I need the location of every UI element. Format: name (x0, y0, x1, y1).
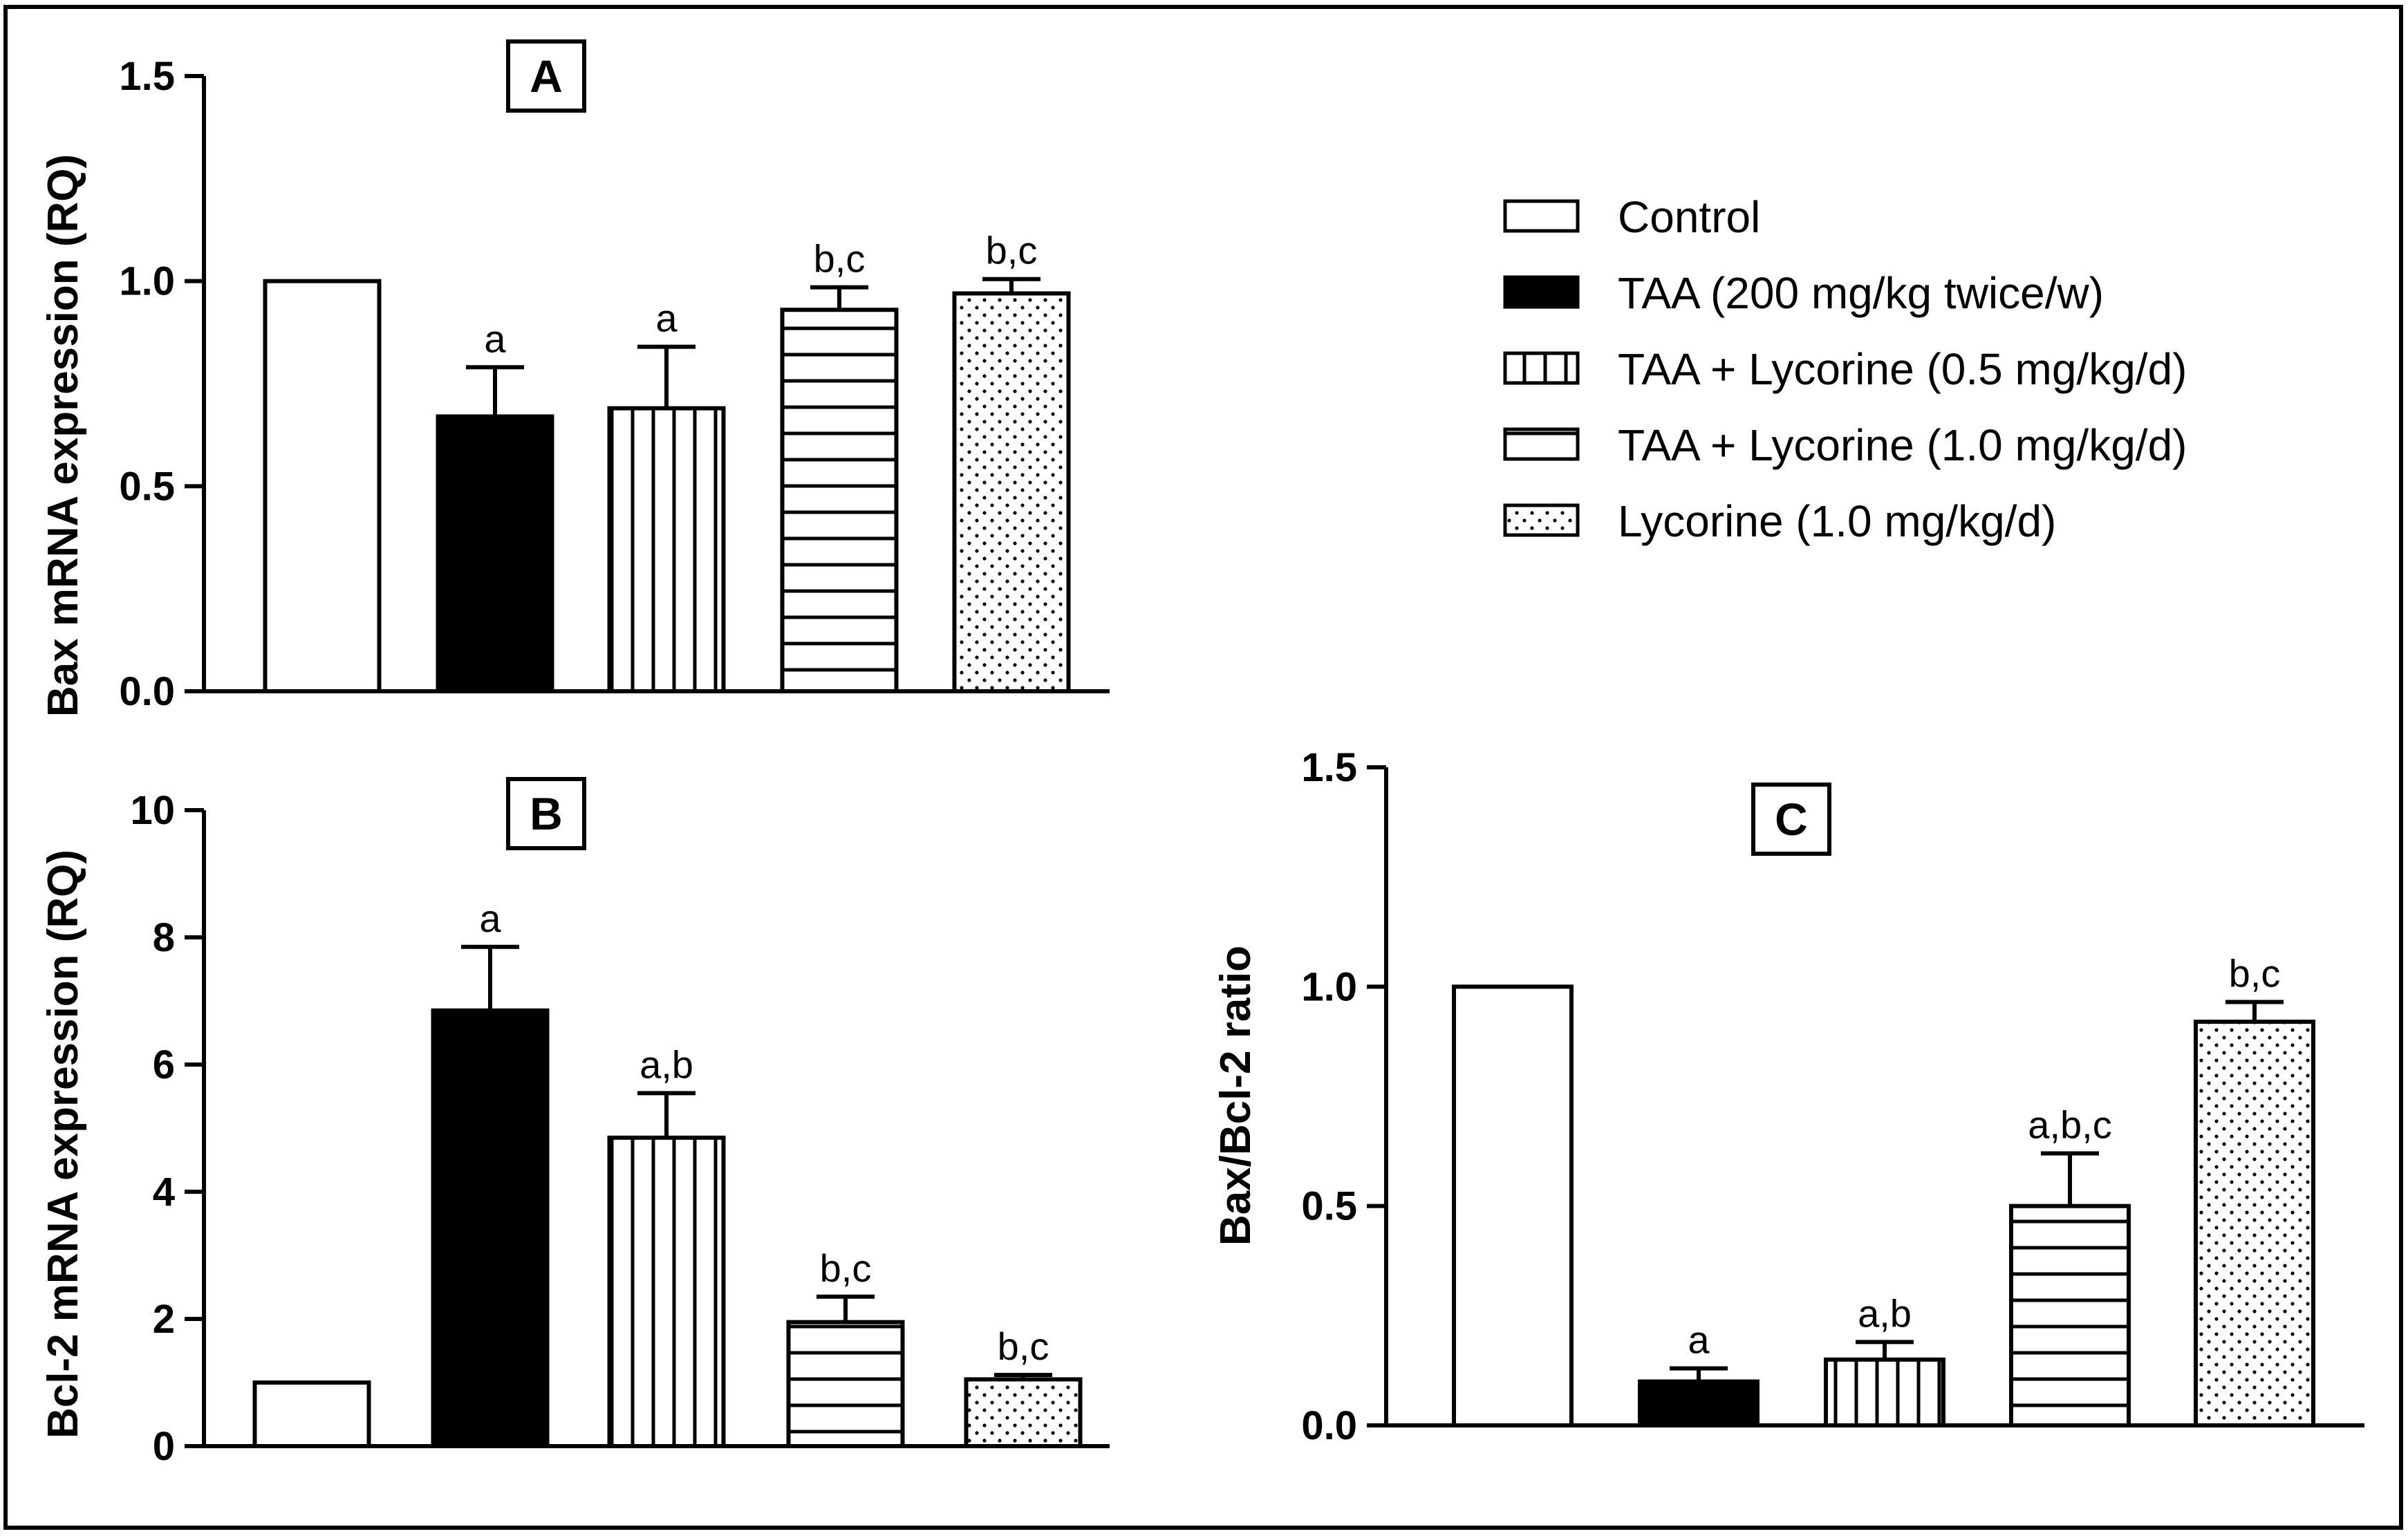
panel-a-y-tick-label: 0.0 (119, 669, 175, 714)
panel-c-title-box: C (1751, 783, 1831, 856)
panel-a-bar (607, 406, 726, 693)
panel-c-ylabel: Bax/Bcl-2 ratio (1212, 946, 1260, 1246)
legend-label: Control (1618, 192, 1760, 242)
panel-b-y-tick-label: 8 (153, 915, 175, 960)
legend-swatch (1503, 427, 1580, 461)
panel-a-y-tick-label: 1.0 (119, 259, 175, 304)
legend-item: Lycorine (1.0 mg/kg/d) (1503, 496, 2056, 546)
panel-b-significance-label: b,c (998, 1324, 1049, 1368)
panel-c-y-tick-label: 0.5 (1301, 1184, 1357, 1229)
panel-a-significance-label: a (484, 317, 506, 360)
panel-a-title: A (530, 50, 563, 102)
legend-label: Lycorine (1.0 mg/kg/d) (1618, 496, 2056, 546)
panel-a: A Bax mRNA expression (RQ) (39, 39, 586, 717)
panel-c-bar (2194, 1020, 2315, 1427)
panel-a-significance-label: a (655, 297, 678, 340)
legend-swatch (1503, 275, 1580, 309)
legend-label: TAA + Lycorine (1.0 mg/kg/d) (1618, 420, 2187, 470)
panel-c-y-tick-label: 1.0 (1301, 964, 1357, 1009)
panel-b-y-tick-label: 2 (153, 1297, 175, 1342)
panel-c-bar (1452, 984, 1574, 1428)
panel-b-title-box: B (506, 777, 586, 850)
panel-b-ylabel: Bcl-2 mRNA expression (RQ) (39, 850, 87, 1439)
panel-b-significance-label: b,c (820, 1246, 872, 1290)
panel-b-bar (431, 1008, 550, 1449)
panel-b-bar (964, 1377, 1083, 1449)
chart-plots: 0.0 0.5 1.0 1.5 a a b,c b,c 0 2 4 6 8 10 a a,b b,c b,c 0.0… (119, 54, 2364, 1469)
panel-c-significance-label: a (1688, 1318, 1710, 1361)
panel-c-title: C (1775, 794, 1808, 845)
panel-b-y-tick-label: 4 (153, 1170, 175, 1215)
panel-a-significance-label: b,c (986, 229, 1038, 272)
legend: Control TAA (200 mg/kg twice/w) TAA + Ly… (1503, 192, 2187, 546)
panel-b-significance-label: a,b (640, 1042, 693, 1086)
legend-item: TAA (200 mg/kg twice/w) (1503, 268, 2104, 318)
panel-b-y-tick-label: 6 (153, 1042, 175, 1087)
panel-c-bar (1638, 1379, 1760, 1427)
panel-a-bar (263, 279, 382, 693)
legend-item: TAA + Lycorine (1.0 mg/kg/d) (1503, 420, 2187, 470)
panel-a-ylabel: Bax mRNA expression (RQ) (39, 154, 87, 717)
panel-a-y-tick-label: 1.5 (119, 54, 175, 99)
panel-c-significance-label: a,b (1858, 1291, 1912, 1335)
legend-label: TAA + Lycorine (0.5 mg/kg/d) (1618, 344, 2187, 394)
panel-c: C Bax/Bcl-2 ratio (1212, 783, 1831, 1246)
panel-c-bar (2009, 1203, 2131, 1427)
legend-swatch (1503, 199, 1580, 233)
panel-a-bar (436, 414, 554, 693)
panel-a-y-tick-label: 0.5 (119, 464, 175, 509)
panel-c-significance-label: b,c (2229, 952, 2281, 995)
panel-a-bar (952, 291, 1071, 693)
legend-item: TAA + Lycorine (0.5 mg/kg/d) (1503, 344, 2187, 394)
panel-a-bar (780, 308, 899, 693)
panel-b-significance-label: a (479, 897, 501, 940)
legend-swatch (1503, 503, 1580, 537)
panel-b: B Bcl-2 mRNA expression (RQ) (39, 777, 586, 1439)
panel-a-title-box: A (506, 39, 586, 113)
panel-a-significance-label: b,c (814, 237, 866, 281)
panel-b-y-tick-label: 10 (130, 788, 175, 833)
panel-c-y-tick-label: 0.0 (1301, 1403, 1357, 1448)
panel-c-y-tick-label: 1.5 (1301, 745, 1357, 790)
legend-item: Control (1503, 192, 1760, 242)
panel-b-title: B (530, 788, 563, 839)
panel-c-significance-label: a,b,c (2028, 1103, 2111, 1147)
panel-b-bar (786, 1320, 905, 1448)
legend-swatch (1503, 351, 1580, 385)
panel-b-y-tick-label: 0 (153, 1424, 175, 1469)
panel-b-bar (252, 1380, 371, 1448)
legend-label: TAA (200 mg/kg twice/w) (1618, 268, 2104, 318)
panel-c-bar (1824, 1357, 1945, 1428)
panel-b-bar (607, 1135, 726, 1449)
figure-frame (3, 5, 2403, 1530)
